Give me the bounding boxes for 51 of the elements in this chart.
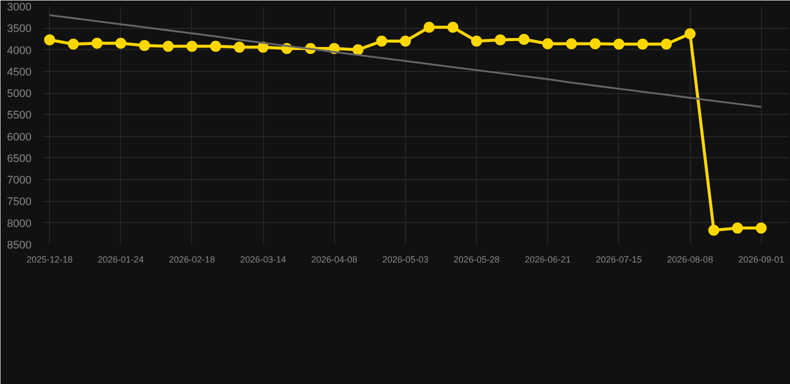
point <box>138 40 150 51</box>
point <box>186 40 198 52</box>
point <box>471 36 482 47</box>
x-tick-label: 2026-01-24 <box>98 254 144 264</box>
point <box>210 40 222 52</box>
point <box>447 22 458 33</box>
point <box>566 38 577 50</box>
y-tick-label: 8000 <box>7 218 32 230</box>
y-tick-label: 3000 <box>7 2 32 14</box>
y-tick-label: 7000 <box>7 174 32 187</box>
y-tick-label: 3500 <box>7 23 32 36</box>
point <box>684 28 696 40</box>
point <box>542 38 554 50</box>
y-tick-label: 8500 <box>7 240 32 252</box>
y-tick-label: 5500 <box>7 110 32 122</box>
point <box>352 44 364 56</box>
point <box>590 38 601 50</box>
point <box>400 36 411 47</box>
y-tick-label: 4500 <box>7 66 32 78</box>
x-tick-label: 2026-05-03 <box>382 254 428 264</box>
point <box>708 224 720 236</box>
point <box>660 38 672 50</box>
point <box>613 38 624 50</box>
line-series <box>48 14 762 108</box>
y-tick-label: 7500 <box>7 196 32 208</box>
point <box>637 38 648 50</box>
point <box>68 38 79 50</box>
x-tick-label: 2026-09-01 <box>738 254 784 264</box>
y-tick-label: 4000 <box>7 44 32 57</box>
point <box>494 34 506 46</box>
point <box>44 34 56 46</box>
point <box>424 22 435 33</box>
x-tick-label: 2026-04-08 <box>311 254 358 264</box>
x-tick-label: 2026-08-08 <box>667 254 714 264</box>
point <box>732 222 743 234</box>
y-tick-label: 6500 <box>7 152 32 165</box>
point <box>234 42 245 53</box>
point <box>518 34 530 45</box>
point <box>162 40 174 52</box>
point <box>115 38 126 49</box>
x-tick-label: 2026-02-18 <box>168 254 215 264</box>
y-tick-label: 6000 <box>7 131 32 144</box>
x-tick-label: 2026-07-15 <box>596 254 642 264</box>
x-tick-label: 2026-03-14 <box>240 254 286 264</box>
x-tick-label: 2025-12-18 <box>26 254 73 264</box>
y-tick-label: 5000 <box>7 88 32 100</box>
x-tick-label: 2026-05-28 <box>454 254 500 264</box>
x-tick-label: 2026-06-21 <box>524 254 571 264</box>
point <box>376 36 388 47</box>
point <box>92 38 103 49</box>
point <box>756 222 767 234</box>
